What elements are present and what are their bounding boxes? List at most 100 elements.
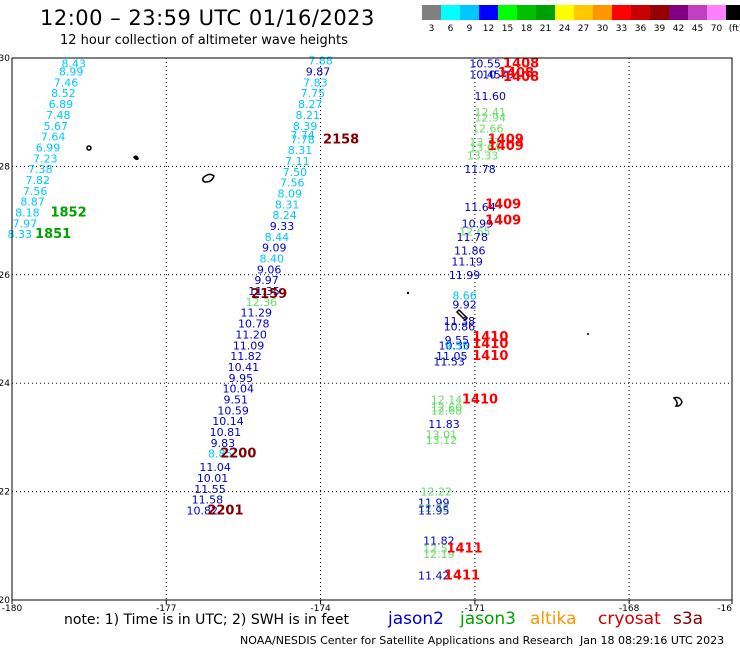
colorbar-swatch: [441, 5, 460, 20]
wave-height-value: 9.83: [211, 437, 236, 450]
y-tick-label: 28: [0, 162, 10, 172]
colorbar-label: (ft): [729, 24, 740, 34]
wave-height-value: 11.58: [192, 494, 224, 507]
wave-height-value: 5.67: [43, 120, 68, 133]
colorbar-swatch: [631, 5, 650, 20]
wave-height-value: 11.38: [444, 315, 476, 328]
wave-height-value: 8.39: [293, 120, 318, 133]
wave-height-value: 7.74: [290, 129, 315, 142]
colorbar-label: 21: [540, 24, 551, 34]
pass-time-label: 1409: [485, 197, 521, 212]
x-tick-label: -16: [717, 604, 732, 614]
pass-time-label: 1410: [472, 349, 508, 364]
pass-time-label: 1408: [503, 70, 539, 85]
wave-height-value: 11.35: [248, 285, 280, 298]
wave-height-value: 7.48: [46, 109, 71, 122]
colorbar-swatch: [536, 5, 555, 20]
wave-height-value: 9.09: [262, 242, 287, 255]
colorbar-swatch: [555, 5, 574, 20]
wave-height-value: 10.59: [217, 404, 249, 417]
wave-height-value: 13.01: [426, 429, 458, 442]
wave-height-value: 12.68: [431, 404, 463, 417]
colorbar-label: 42: [673, 24, 684, 34]
wave-height-value: 7.56: [280, 177, 305, 190]
wave-height-value: 8.09: [277, 188, 302, 201]
pass-time-label: 1409: [485, 214, 521, 229]
x-tick-label: -171: [465, 604, 485, 614]
wave-height-value: 7.82: [25, 174, 50, 187]
wave-height-value: 7.46: [54, 76, 79, 89]
pass-time-label: 1409: [488, 139, 524, 154]
colorbar-swatch: [593, 5, 612, 20]
pass-time-label: 2201: [207, 504, 243, 519]
pass-time-label: 1409: [488, 132, 524, 147]
wave-height-value: 9.92: [452, 299, 477, 312]
wave-height-value: 7.83: [303, 76, 328, 89]
wave-height-value: 7.23: [33, 152, 58, 165]
y-tick-label: 22: [0, 488, 10, 498]
wave-height-value: 12.60: [431, 402, 463, 415]
pass-time-label: 1408: [503, 56, 539, 71]
colorbar-label: 33: [616, 24, 627, 34]
wave-height-value: 7.97: [13, 217, 38, 230]
wave-height-value: 8.40: [259, 253, 284, 266]
wave-height-points: 8.438.997.468.526.897.485.677.646.997.23…: [7, 55, 539, 584]
page-title: 12:00 – 23:59 UTC 01/16/2023: [40, 6, 375, 30]
legend-item-s3a: s3a: [673, 609, 704, 629]
wave-height-value: 11.05: [436, 350, 468, 363]
wave-height-value: 9.51: [223, 393, 248, 406]
wave-height-value: 10.86: [444, 320, 476, 333]
wave-height-value: 10.81: [210, 426, 242, 439]
wave-height-value: 12.36: [246, 296, 278, 309]
wave-height-value: 8.27: [298, 98, 323, 111]
colorbar-label: 36: [635, 24, 647, 34]
wave-height-value: 11.04: [199, 461, 231, 474]
wave-height-value: 8.85: [208, 448, 233, 461]
wave-height-value: 11.99: [418, 496, 450, 509]
colorbar-label: 12: [483, 24, 494, 34]
wave-height-value: 11.82: [423, 534, 455, 547]
pass-time-label: 1410: [472, 337, 508, 352]
wave-height-value: 9.55: [445, 339, 470, 352]
y-tick-label: 24: [0, 379, 10, 389]
wave-height-value: 10.45: [469, 68, 501, 81]
wave-height-value: 12.66: [472, 122, 504, 135]
colorbar-label: 39: [654, 24, 666, 34]
wave-height-value: 11.83: [428, 418, 460, 431]
wave-height-value: 11.60: [475, 90, 507, 103]
wave-height-value: 9.33: [270, 220, 295, 233]
wave-height-value: 8.24: [272, 209, 297, 222]
wave-height-value: 10.01: [197, 472, 229, 485]
wave-height-value: 11.64: [464, 201, 496, 214]
wave-height-value: 11.78: [464, 163, 496, 176]
y-tick-label: 30: [0, 54, 10, 64]
legend-item-jason2: jason2: [388, 609, 444, 629]
colorbar-swatch: [479, 5, 498, 20]
grid: [12, 58, 732, 600]
colorbar-swatch: [574, 5, 593, 20]
pass-time-label: 1408: [498, 66, 534, 81]
pass-time-label: 2158: [323, 132, 359, 147]
colorbar-label: 24: [559, 24, 571, 34]
colorbar-swatch: [517, 5, 536, 20]
colorbar-swatch: [707, 5, 726, 20]
wave-height-value: 7.56: [23, 185, 48, 198]
colorbar-swatch: [460, 5, 479, 20]
x-tick-label: -180: [2, 604, 23, 614]
wave-height-value: 10.78: [238, 318, 270, 331]
wave-height-value: 12.41: [475, 106, 507, 119]
colorbar-label: 9: [467, 24, 473, 34]
wave-height-value: 11.53: [433, 356, 465, 369]
colorbar-swatch: [688, 5, 707, 20]
wave-height-value: 8.33: [7, 228, 32, 241]
wave-height-value: 9.97: [254, 274, 279, 287]
wave-height-value: 13.33: [467, 150, 499, 163]
y-tick-label: 26: [0, 271, 10, 281]
plot-frame: [11, 57, 733, 601]
wave-height-value: 10.55: [469, 57, 501, 70]
x-tick-label: -168: [619, 604, 640, 614]
colorbar-label: 15: [502, 24, 513, 34]
wave-height-value: 9.87: [306, 66, 331, 79]
footer-date: Jan 18 08:29:16 UTC 2023: [580, 634, 725, 647]
wave-height-value: 11.99: [449, 269, 481, 282]
